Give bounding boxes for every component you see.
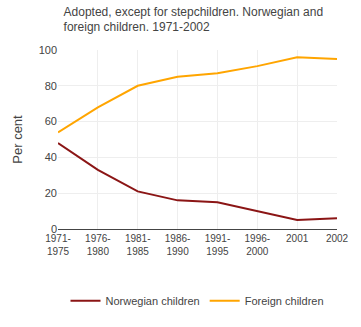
svg-text:Foreign children: Foreign children <box>245 295 324 307</box>
svg-text:Adopted, except for stepchildr: Adopted, except for stepchildren. Norweg… <box>64 5 324 35</box>
svg-text:100: 100 <box>39 44 57 56</box>
svg-text:Per cent: Per cent <box>10 115 25 164</box>
svg-text:2002: 2002 <box>326 233 349 244</box>
svg-text:20: 20 <box>45 187 57 199</box>
svg-text:80: 80 <box>45 80 57 92</box>
svg-text:Norwegian children: Norwegian children <box>106 295 200 307</box>
svg-text:40: 40 <box>45 151 57 163</box>
svg-text:2001: 2001 <box>286 233 309 244</box>
svg-text:1976-1980: 1976-1980 <box>85 233 111 257</box>
svg-text:60: 60 <box>45 115 57 127</box>
svg-text:1981-1985: 1981-1985 <box>125 233 151 257</box>
svg-text:1986-1990: 1986-1990 <box>165 233 191 257</box>
svg-text:1971-1975: 1971-1975 <box>45 233 71 257</box>
svg-text:1991-1995: 1991-1995 <box>205 233 231 257</box>
svg-text:0: 0 <box>51 223 57 235</box>
svg-text:1996-2000: 1996-2000 <box>245 233 271 257</box>
